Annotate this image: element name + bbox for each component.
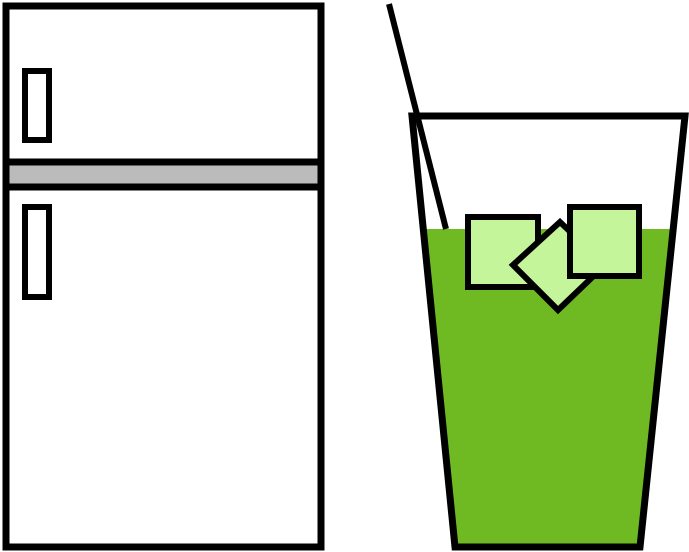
freezer-handle: [22, 68, 52, 143]
glass-icon: [408, 112, 689, 551]
fridge-divider: [2, 158, 325, 191]
drink-liquid: [425, 229, 670, 546]
iced-drink-icon: [386, 3, 689, 551]
refrigerator-icon: [2, 2, 325, 551]
ice-cube-icon: [567, 204, 642, 279]
fridge-body: [2, 2, 325, 551]
fridge-handle: [22, 204, 52, 300]
